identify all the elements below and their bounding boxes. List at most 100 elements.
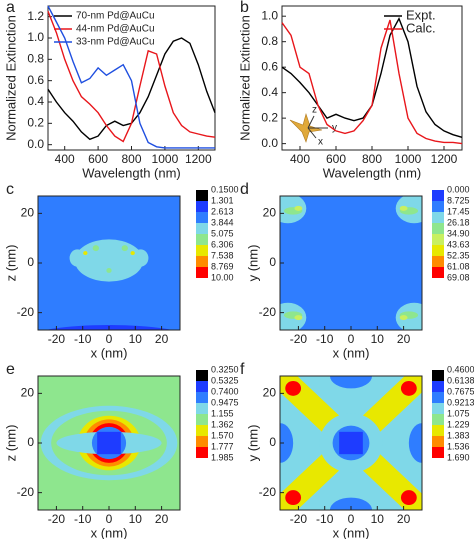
colorbar-level <box>196 403 208 414</box>
x-tick-label: 20 <box>155 512 169 526</box>
panel-letter: f <box>240 361 245 378</box>
y-tick-label: 0 <box>269 255 276 269</box>
x-tick-label: 20 <box>397 512 411 526</box>
series-line <box>281 17 463 138</box>
colorbar-label: 1.301 <box>211 195 234 205</box>
inset-axis-label: y <box>332 123 337 134</box>
colorbar-level <box>196 447 208 458</box>
x-tick-label: -20 <box>290 512 308 526</box>
axis-arrow <box>307 127 317 139</box>
colorbar-level <box>196 212 208 223</box>
y-tick-label: 0.0 <box>27 137 44 151</box>
colorbar-level <box>196 414 208 425</box>
x-tick-label: 600 <box>326 152 346 166</box>
x-tick-label: 10 <box>129 512 143 526</box>
colorbar-level <box>432 267 444 278</box>
y-tick-label: 0.0 <box>261 136 278 150</box>
inset-axis-label: z <box>312 105 317 116</box>
y-tick-label: 1.0 <box>261 8 278 22</box>
colorbar-label: 2.613 <box>211 206 234 216</box>
colorbar-level <box>196 425 208 436</box>
field-region <box>339 431 363 455</box>
x-tick-label: 10 <box>129 332 143 346</box>
legend-label: 44-nm Pd@AuCu <box>76 24 155 35</box>
y-tick-label: 1.0 <box>27 30 44 44</box>
field-map <box>280 376 422 510</box>
y-tick-label: 20 <box>21 386 35 400</box>
colorbar-label: 43.63 <box>447 239 470 249</box>
y-tick-label: 0 <box>269 435 276 449</box>
colorbar-label: 1.777 <box>211 441 234 451</box>
colorbar-label: 34.90 <box>447 228 470 238</box>
panel-letter: e <box>6 361 15 378</box>
field-region <box>92 245 100 252</box>
legend-label: 33-nm Pd@AuCu <box>76 37 155 48</box>
colorbar-label: 7.538 <box>211 250 234 260</box>
x-tick-label: 0 <box>348 512 355 526</box>
colorbar-level <box>432 447 444 458</box>
colorbar-label: 1.075 <box>447 408 470 418</box>
colorbar-level <box>196 256 208 267</box>
y-tick-label: 0.2 <box>261 110 278 124</box>
x-tick-label: 0 <box>106 512 113 526</box>
panel: f 0.46000.61380.76750.92131.0751.2291.383… <box>240 361 474 539</box>
x-tick-label: 20 <box>155 332 169 346</box>
y-tick-label: -20 <box>17 485 35 499</box>
field-region <box>74 239 144 282</box>
colorbar-label: 8.769 <box>211 261 234 271</box>
x-tick-label: 10 <box>371 332 385 346</box>
series-line <box>47 11 216 143</box>
colorbar-level <box>196 190 208 201</box>
colorbar-level <box>196 245 208 256</box>
colorbar-label: 6.306 <box>211 239 234 249</box>
x-axis-label: Wavelength (nm) <box>323 165 422 180</box>
field-map <box>280 196 422 330</box>
y-tick-label: 0.8 <box>261 34 278 48</box>
colorbar-label: 26.18 <box>447 217 470 227</box>
colorbar-label: 0.6138 <box>447 375 474 385</box>
x-tick-label: -10 <box>74 512 92 526</box>
x-tick-label: 1200 <box>431 152 458 166</box>
panel: a 400 600 800 1000 1200 0.0 0.2 0.4 0.6 0.8 1.0 1.2 W… <box>3 0 216 180</box>
field-region <box>400 380 417 396</box>
field-map <box>38 376 180 510</box>
legend-label: Expt. <box>406 7 436 22</box>
y-tick-label: 0 <box>27 435 34 449</box>
field-region <box>294 205 303 211</box>
panel: d 0.0008.72517.4526.1834.9043.6352.3561.0… <box>240 181 470 360</box>
field-region <box>294 315 303 321</box>
x-tick-label: -20 <box>48 332 66 346</box>
colorbar-label: 1.570 <box>211 430 234 440</box>
panel: c 0.15001.3012.6133.8445.0756.3067.5388.7… <box>3 181 238 360</box>
y-axis-label: y (nm) <box>245 245 260 282</box>
x-tick-label: -20 <box>48 512 66 526</box>
inset-axis-label: x <box>318 137 323 148</box>
colorbar-level <box>432 436 444 447</box>
x-tick-label: 20 <box>397 332 411 346</box>
x-tick-label: 0 <box>348 332 355 346</box>
x-axis-label: x (nm) <box>91 525 128 539</box>
panel-letter: d <box>240 181 249 198</box>
colorbar-label: 0.9213 <box>447 397 474 407</box>
x-tick-label: 1000 <box>395 152 422 166</box>
colorbar-label: 8.725 <box>447 195 470 205</box>
panel-letter: c <box>6 181 14 198</box>
field-region <box>83 251 88 256</box>
y-tick-label: 0.4 <box>261 85 278 99</box>
field-background <box>280 196 422 330</box>
colorbar-label: 1.536 <box>447 441 470 451</box>
colorbar-label: 0.7400 <box>211 386 239 396</box>
y-tick-label: 1.2 <box>27 9 44 23</box>
y-tick-label: -20 <box>259 485 277 499</box>
field-region <box>132 249 149 267</box>
colorbar-label: 1.383 <box>447 430 470 440</box>
x-tick-label: -10 <box>316 512 334 526</box>
x-axis-label: Wavelength (nm) <box>82 165 181 180</box>
field-map <box>38 196 180 330</box>
field-region <box>400 490 417 506</box>
x-tick-label: 10 <box>371 512 385 526</box>
colorbar-label: 1.690 <box>447 452 470 462</box>
colorbar-level <box>196 201 208 212</box>
legend-label: Calc. <box>406 20 436 35</box>
colorbar-label: 0.9475 <box>211 397 239 407</box>
